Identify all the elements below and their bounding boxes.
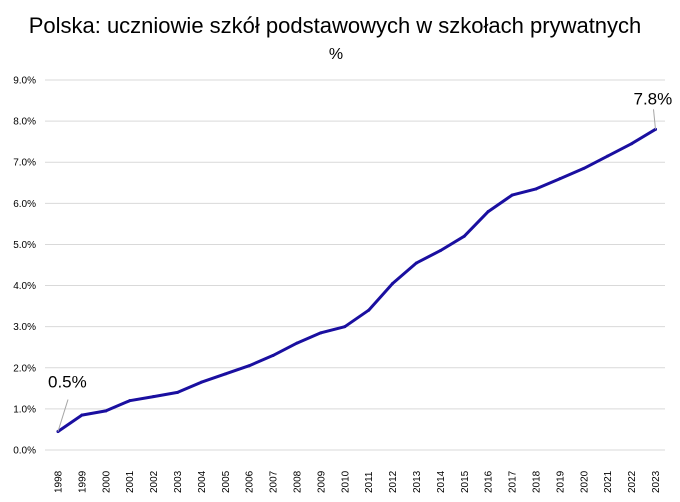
x-tick-label: 2012 [388,470,399,493]
data-point [415,261,418,265]
chart-subtitle: % [329,46,343,63]
data-point [391,282,395,285]
data-point [606,154,610,158]
chart-title: Polska: uczniowie szkół podstawowych w s… [29,13,642,38]
y-tick-label: 9.0% [13,76,36,87]
x-tick-label: 2020 [579,470,590,493]
x-tick-label: 2007 [269,470,280,493]
y-tick-label: 1.0% [13,404,36,415]
series-line [56,127,657,433]
x-tick-label: 2002 [149,470,160,493]
x-tick-label: 2023 [651,470,662,493]
data-point [343,325,347,329]
y-tick-label: 0.0% [13,446,36,457]
x-tick-label: 2004 [197,470,208,493]
data-point [295,341,299,345]
x-tick-label: 1998 [54,470,65,493]
data-point [319,331,323,335]
data-point [152,395,156,399]
x-tick-label: 2000 [101,470,112,493]
y-axis-ticks: 0.0% 1.0% 2.0% 3.0% 4.0% 5.0% 6.0% 7.0% 8.0% 9.0% [13,76,36,457]
data-point [128,399,132,403]
annotation-label: 7.8% [634,89,673,108]
data-point [199,380,203,384]
plot-area [56,127,657,433]
data-point [367,308,371,312]
x-tick-label: 2008 [293,470,304,493]
data-point [630,142,634,146]
x-tick-label: 2016 [484,470,495,493]
x-tick-label: 2019 [555,470,566,493]
x-tick-label: 1999 [77,470,88,493]
x-tick-label: 2017 [508,470,519,493]
x-tick-label: 2011 [364,471,375,493]
y-tick-label: 5.0% [13,240,36,251]
y-tick-label: 2.0% [13,363,36,374]
data-point [486,210,490,214]
data-point [176,390,179,394]
annotation-label: 0.5% [48,373,87,392]
y-tick-label: 6.0% [13,199,36,210]
x-tick-label: 2021 [603,470,614,493]
x-tick-label: 2013 [412,470,423,493]
data-point [558,177,562,181]
x-tick-label: 2001 [125,470,136,493]
x-tick-label: 2005 [221,470,232,493]
x-tick-label: 2009 [316,470,327,493]
annotations: 0.5% 7.8% [48,89,673,432]
data-point [80,413,84,417]
data-point [462,234,466,238]
data-point [223,372,227,376]
annotation-leader [653,109,656,130]
y-tick-label: 7.0% [13,158,36,169]
x-tick-label: 2006 [245,470,256,493]
data-point [271,353,275,357]
grid-lines [45,79,665,451]
x-tick-label: 2018 [532,470,543,493]
x-axis-ticks: 1998 1999 2000 2001 2002 2003 2004 2005 2006 2007… [54,470,663,493]
data-point [510,193,514,197]
x-tick-label: 2010 [340,470,351,493]
y-tick-label: 4.0% [13,281,36,292]
x-tick-label: 2003 [173,470,184,493]
x-tick-label: 2014 [436,470,447,493]
data-point [534,187,538,191]
y-tick-label: 8.0% [13,117,36,128]
annotation-leader [57,399,69,432]
x-tick-label: 2015 [460,470,471,493]
data-point [104,409,108,413]
data-point [247,364,251,368]
y-tick-label: 3.0% [13,322,36,333]
data-point [438,249,442,253]
x-tick-label: 2022 [627,470,638,493]
data-point [582,166,586,170]
